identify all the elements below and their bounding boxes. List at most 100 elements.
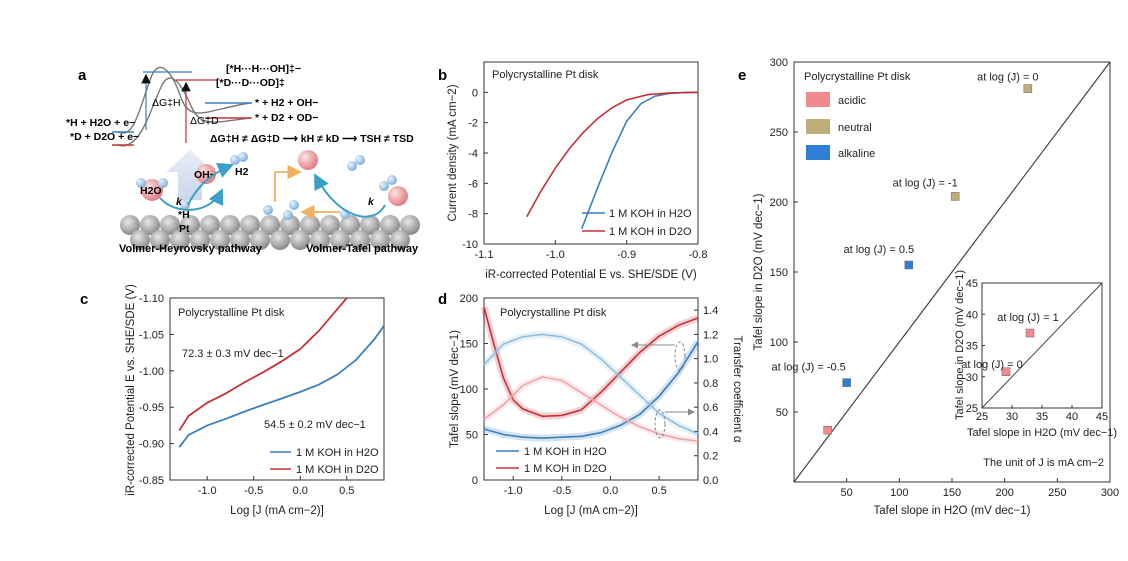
chart-e-point-label: at log (J) = 0 bbox=[977, 72, 1038, 84]
inset-point bbox=[1001, 367, 1011, 376]
chart-e-footnote: The unit of J is mA cm−2 bbox=[983, 457, 1104, 469]
chart-d-legend-d2o: 1 M KOH in D2O bbox=[524, 463, 607, 475]
legend-alkaline-swatch bbox=[806, 145, 830, 160]
inset-xtick-label: 30 bbox=[1006, 411, 1018, 423]
chart-b-series-d2o bbox=[526, 91, 699, 218]
chart-b-ylabel: Current density (mA cm−2) bbox=[447, 84, 459, 221]
chart-b-ytick-label: -4 bbox=[468, 148, 478, 160]
chart-d-title: Polycrystalline Pt disk bbox=[500, 307, 607, 319]
chart-d-y2tick-label: 0.8 bbox=[703, 378, 718, 390]
prod-d-label: * + D2 + OD− bbox=[255, 112, 318, 124]
chart-d-series-2 bbox=[483, 333, 699, 435]
prod-h-label: * + H2 + OH− bbox=[255, 97, 318, 109]
chart-b-title: Polycrystalline Pt disk bbox=[492, 69, 599, 81]
chart-b-legend-h2o: 1 M KOH in H2O bbox=[609, 208, 692, 220]
chart-e-xtick-label: 200 bbox=[995, 487, 1013, 499]
k-label-1: k bbox=[176, 196, 183, 208]
panel-label-c: c bbox=[80, 291, 88, 308]
inset-diagonal bbox=[981, 282, 1103, 409]
large-up-arrow bbox=[166, 150, 214, 200]
inset-xtick-label: 35 bbox=[1036, 411, 1048, 423]
chart-e-ytick-label: 100 bbox=[770, 337, 788, 349]
chart-e-point-acidic bbox=[823, 425, 832, 435]
inset-ylabel: Tafel slope in D2O (mV dec−1) bbox=[954, 270, 966, 420]
chart-e-xlabel: Tafel slope in H2O (mV dec−1) bbox=[874, 505, 1031, 517]
chart-e-ytick-label: 300 bbox=[770, 57, 788, 69]
chart-e-point-label: at log (J) = -1 bbox=[893, 177, 958, 189]
chart-d-series-3 bbox=[483, 376, 699, 442]
chart-d-y2tick-label: 1.2 bbox=[703, 329, 718, 341]
chart-b-xtick-label: -1.1 bbox=[475, 249, 494, 261]
chart-d-y2tick-label: 1.0 bbox=[703, 354, 718, 366]
inset-xlabel: Tafel slope in H2O (mV dec−1) bbox=[967, 427, 1117, 439]
inset-xtick-label: 45 bbox=[1096, 411, 1108, 423]
panel-label-a: a bbox=[78, 67, 87, 84]
chart-c-series-h2o bbox=[178, 325, 385, 448]
chart-d-y2tick-label: 0.6 bbox=[703, 402, 718, 414]
chart-e-xtick-label: 250 bbox=[1048, 487, 1066, 499]
energy-curve-d bbox=[117, 77, 251, 147]
panel-label-b: b bbox=[438, 67, 447, 84]
pt-surface bbox=[120, 215, 420, 250]
chart-d-ytick-label: 100 bbox=[460, 384, 478, 396]
chart-d-xtick-label: 0.0 bbox=[603, 485, 618, 497]
chart-c-xtick-label: 0.0 bbox=[293, 485, 308, 497]
pt-label: Pt bbox=[179, 223, 190, 235]
dg-d-label: ΔG‡D bbox=[190, 115, 219, 127]
h2-label: H2 bbox=[235, 166, 249, 178]
adsorbed-h bbox=[180, 200, 190, 210]
star-h-label: *H bbox=[178, 209, 190, 221]
chart-d-series-0 bbox=[483, 341, 699, 439]
chart-c-xtick-label: 0.5 bbox=[339, 485, 354, 497]
react-d-label: *D + D2O + e− bbox=[70, 131, 139, 143]
legend-neutral: neutral bbox=[838, 122, 872, 134]
relation-text: ΔG‡H ≠ ΔG‡D ⟶ kH ≠ kD ⟶ TSH ≠ TSD bbox=[210, 133, 414, 145]
chart-e-xtick-label: 100 bbox=[890, 487, 908, 499]
panel-c: c Polycrystalline Pt disk 72.3 ± 0.3 mV … bbox=[80, 284, 385, 517]
legend-acidic: acidic bbox=[838, 95, 867, 107]
chart-c-legend-h2o: 1 M KOH in H2O bbox=[296, 447, 379, 459]
chart-b-xtick-label: -0.9 bbox=[617, 249, 636, 261]
pathway-2: Volmer-Tafel pathway bbox=[306, 243, 419, 255]
chart-b-ytick-label: -8 bbox=[468, 209, 478, 221]
chart-d-ytick-label: 50 bbox=[466, 430, 478, 442]
chart-e-diagonal bbox=[793, 61, 1111, 483]
ts-h-label: [*H···H···OH]‡− bbox=[226, 63, 301, 75]
chart-d-y2tick-label: 0.4 bbox=[703, 426, 718, 438]
k-label-2: k bbox=[368, 196, 375, 208]
chart-e-ytick-label: 150 bbox=[770, 267, 788, 279]
inset-point-label: at log (J) = 0 bbox=[961, 359, 1022, 371]
chart-e-point-alkaline bbox=[904, 260, 914, 270]
chart-b-legend: 1 M KOH in H2O 1 M KOH in D2O bbox=[582, 208, 692, 238]
chart-e-ytick-label: 50 bbox=[776, 407, 788, 419]
chart-c-ytick-label: -0.85 bbox=[139, 475, 164, 487]
legend-acidic-swatch bbox=[806, 92, 830, 107]
chart-e-ytick-label: 250 bbox=[770, 127, 788, 139]
dg-h-label: ΔG‡H bbox=[152, 97, 181, 109]
panel-d: d Polycrystalline Pt disk Log [J (mA cm−… bbox=[438, 291, 743, 517]
inset-xtick-label: 40 bbox=[1066, 411, 1078, 423]
chart-d-legend-h2o: 1 M KOH in H2O bbox=[524, 446, 607, 458]
chart-c-xlabel: Log [J (mA cm−2)] bbox=[230, 505, 324, 517]
ts-d-label: [*D···D···OD]‡ bbox=[216, 77, 285, 89]
oh-molecule bbox=[196, 164, 216, 184]
h2o-label: H2O bbox=[140, 185, 162, 197]
chart-e-point-neutral bbox=[1023, 84, 1033, 93]
panel-label-e: e bbox=[738, 67, 746, 84]
chart-e-point-label: at log (J) = 0.5 bbox=[844, 244, 915, 256]
chart-d-legend: 1 M KOH in H2O 1 M KOH in D2O bbox=[496, 446, 607, 475]
chart-b-xlabel: iR-corrected Potential E vs. SHE/SDE (V) bbox=[485, 269, 697, 281]
chart-d-xlabel: Log [J (mA cm−2)] bbox=[544, 505, 638, 517]
chart-e-xtick-label: 300 bbox=[1101, 487, 1119, 499]
chart-d-xtick-label: 0.5 bbox=[651, 485, 666, 497]
chart-b-xtick-label: -0.8 bbox=[689, 249, 708, 261]
chart-e-xtick-label: 150 bbox=[943, 487, 961, 499]
chart-d-ytick-label: 150 bbox=[460, 339, 478, 351]
inset-ytick-label: 35 bbox=[966, 341, 978, 353]
chart-e-xtick-label: 50 bbox=[841, 487, 853, 499]
chart-c-xtick-label: -0.5 bbox=[244, 485, 263, 497]
chart-b-ytick-label: -6 bbox=[468, 178, 478, 190]
h2o-molecule bbox=[141, 179, 163, 201]
panel-a: a ΔG‡H ΔG‡D [*H···H···OH]‡− [*D···D···OD… bbox=[66, 63, 420, 255]
